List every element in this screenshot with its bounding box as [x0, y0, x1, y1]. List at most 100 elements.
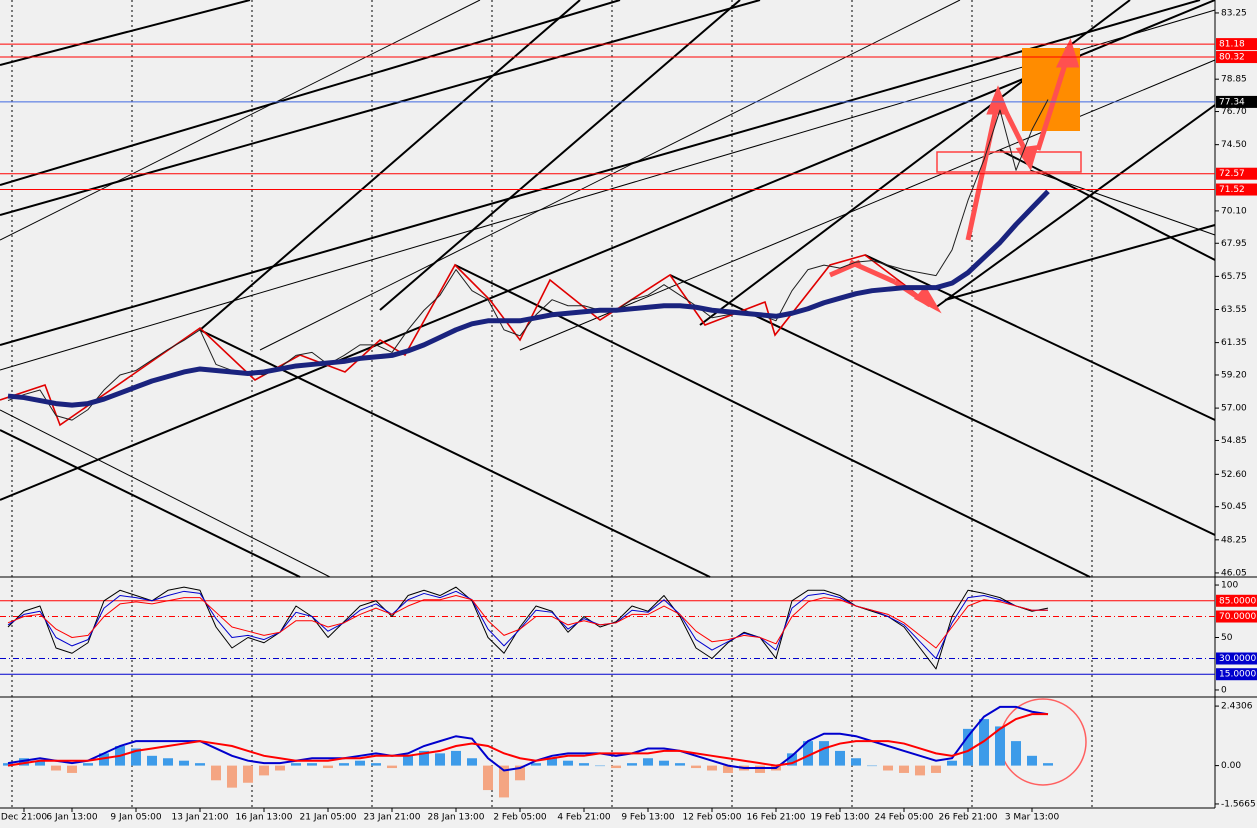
x-tick-label: 12 Feb 05:00 — [682, 813, 741, 823]
histogram-bar — [1011, 741, 1021, 766]
histogram-bar — [723, 765, 733, 773]
histogram-bar — [595, 765, 605, 767]
level-tag — [1216, 610, 1257, 623]
series-line — [7, 595, 1048, 649]
x-tick-label: 2 Feb 05:00 — [493, 813, 547, 823]
histogram-bar — [3, 763, 13, 766]
level-label: 70.0000 — [1219, 612, 1256, 622]
y-tick-label: 48.25 — [1221, 535, 1247, 545]
histogram-bar — [131, 748, 141, 766]
level-tag — [1216, 594, 1257, 607]
histogram-bar — [627, 763, 637, 766]
level-tag — [1216, 51, 1257, 64]
y-tick-label: 70.10 — [1221, 206, 1247, 216]
histogram-bar — [963, 728, 973, 766]
histogram-bar — [995, 726, 1005, 766]
histogram-bar — [211, 765, 221, 781]
histogram-bar — [419, 750, 429, 766]
y-tick-label: 50.45 — [1221, 502, 1247, 512]
y-tick-label: -1.5665 — [1221, 799, 1256, 809]
histogram-bar — [163, 758, 173, 766]
y-tick-label: 78.85 — [1221, 75, 1247, 85]
x-tick-label: 6 Jan 13:00 — [46, 813, 98, 823]
histogram-bar — [851, 758, 861, 766]
x-tick-label: 19 Feb 13:00 — [810, 813, 869, 823]
histogram-bar — [67, 765, 77, 773]
histogram-bar — [867, 765, 877, 767]
histogram-bar — [355, 760, 365, 766]
histogram-bar — [435, 753, 445, 766]
histogram-bar — [291, 763, 301, 766]
x-tick-label: 28 Jan 13:00 — [428, 813, 485, 823]
level-tag — [1216, 652, 1257, 665]
histogram-bar — [579, 763, 589, 766]
x-tick-label: 4 Feb 21:00 — [557, 813, 611, 823]
y-tick-label: 76.70 — [1221, 107, 1247, 117]
level-tag — [1216, 95, 1257, 108]
histogram-bar — [387, 765, 397, 769]
x-tick-label: 21 Jan 05:00 — [300, 813, 357, 823]
y-tick-label: 54.85 — [1221, 436, 1247, 446]
y-tick-label: 50 — [1221, 633, 1233, 643]
x-tick-label: 9 Jan 05:00 — [110, 813, 162, 823]
level-tag — [1216, 668, 1257, 681]
histogram-bar — [83, 763, 93, 766]
histogram-bar — [515, 765, 525, 781]
histogram-bar — [195, 763, 205, 766]
y-tick-label: 83.25 — [1221, 8, 1247, 18]
histogram-bar — [979, 719, 989, 766]
histogram-bar — [227, 765, 237, 788]
series-line — [7, 99, 1049, 421]
y-tick-label: 46.05 — [1221, 568, 1247, 578]
y-tick-label: 52.60 — [1221, 470, 1247, 480]
histogram-bar — [947, 760, 957, 766]
histogram-bar — [19, 758, 29, 766]
histogram-bar — [307, 763, 317, 766]
histogram-bar — [467, 758, 477, 766]
histogram-bar — [243, 765, 253, 783]
histogram-bar — [563, 760, 573, 766]
series-line — [7, 586, 1049, 670]
y-tick-label: 59.20 — [1221, 370, 1247, 380]
histogram-bar — [547, 758, 557, 766]
support-box — [936, 151, 1082, 173]
histogram-bar — [659, 760, 669, 766]
histogram-bar — [691, 765, 701, 769]
series-line — [7, 189, 1050, 408]
histogram-bar — [819, 741, 829, 766]
x-tick-label: 24 Feb 05:00 — [874, 813, 933, 823]
histogram-bar — [51, 765, 61, 771]
histogram-bar — [835, 750, 845, 766]
level-label: 15.0000 — [1219, 670, 1256, 680]
level-label: 85.0000 — [1219, 596, 1256, 606]
histogram-bar — [931, 765, 941, 773]
histogram-bar — [403, 755, 413, 766]
histogram-bar — [1043, 763, 1053, 766]
histogram-bar — [803, 741, 813, 766]
histogram-bar — [35, 760, 45, 766]
y-tick-label: 2.4306 — [1221, 702, 1253, 712]
level-tag — [1216, 183, 1257, 196]
x-tick-label: Dec 21:00 — [1, 813, 47, 823]
histogram-bar — [339, 763, 349, 766]
y-tick-label: 57.00 — [1221, 404, 1247, 414]
series-line — [7, 713, 1048, 767]
level-tag — [1216, 38, 1257, 51]
y-tick-label: 63.55 — [1221, 305, 1247, 315]
panel-borders — [0, 0, 1257, 809]
x-tick-label: 16 Jan 13:00 — [236, 813, 293, 823]
histogram-bar — [483, 765, 493, 791]
histogram-bar — [675, 763, 685, 766]
y-tick-label: 65.75 — [1221, 272, 1247, 282]
x-tick-label: 13 Jan 21:00 — [172, 813, 229, 823]
histogram-bar — [883, 765, 893, 771]
histogram-bar — [99, 753, 109, 766]
x-tick-label: 9 Feb 13:00 — [621, 813, 675, 823]
histogram-bar — [915, 765, 925, 776]
y-tick-label: 67.95 — [1221, 239, 1247, 249]
histogram-bar — [611, 765, 621, 769]
x-tick-label: 3 Mar 13:00 — [1005, 813, 1060, 823]
level-tag — [1216, 167, 1257, 180]
histogram-bar — [643, 758, 653, 766]
y-tick-label: 61.35 — [1221, 338, 1247, 348]
